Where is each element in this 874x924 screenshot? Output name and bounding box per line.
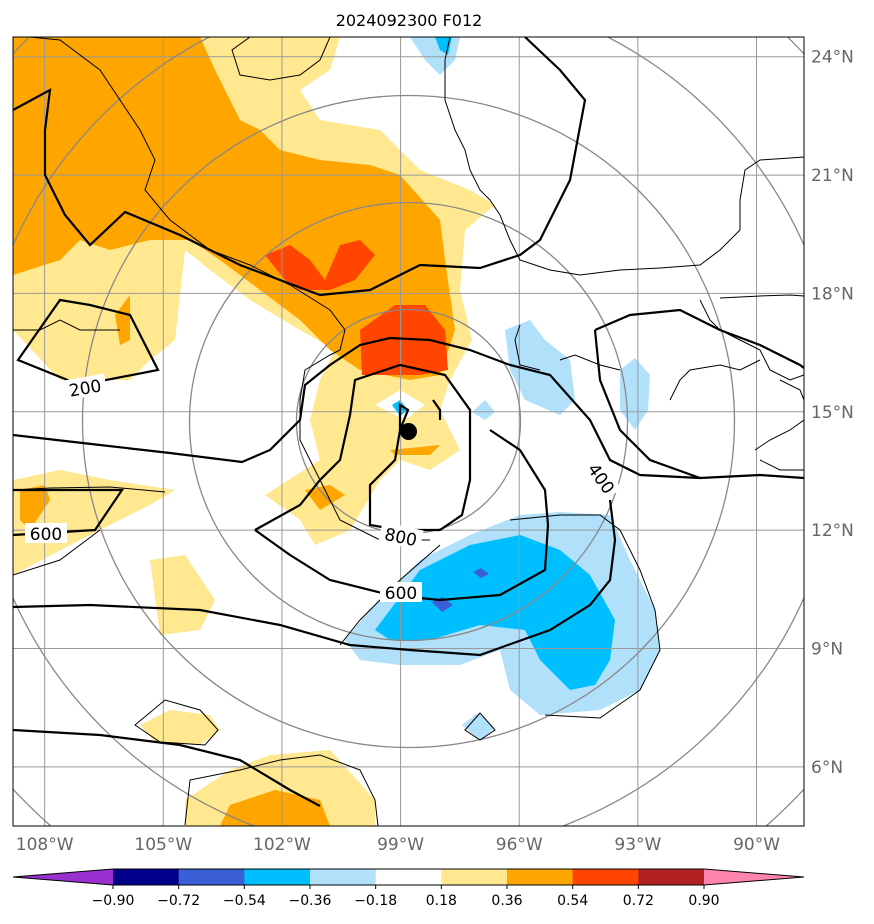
- lat-tick-label: 9°N: [811, 639, 843, 659]
- lon-tick-label: 99°W: [377, 835, 424, 855]
- colorbar-segment: [441, 869, 508, 885]
- latitude-labels: 24°N 21°N 18°N 15°N 12°N 9°N 6°N: [811, 48, 854, 778]
- colorbar-label: 0.72: [623, 893, 654, 909]
- lon-tick-label: 108°W: [16, 835, 74, 855]
- colorbar-segment: [178, 869, 245, 885]
- lon-tick-label: 96°W: [496, 835, 543, 855]
- lat-tick-label: 15°N: [811, 403, 854, 423]
- longitude-labels: 108°W 105°W 102°W 99°W 96°W 93°W 90°W: [16, 835, 780, 855]
- colorbar-label: 0.90: [688, 893, 719, 909]
- colorbar-label: 0.54: [557, 893, 588, 909]
- colorbar-label: −0.36: [289, 893, 332, 909]
- range-ring: [81, 94, 736, 749]
- lat-tick-label: 12°N: [811, 521, 854, 541]
- shading-pos-high: [265, 240, 448, 375]
- colorbar-label: −0.72: [157, 893, 200, 909]
- map-title: 2024092300 F012: [336, 11, 483, 30]
- lon-tick-label: 102°W: [253, 835, 311, 855]
- colorbar-segment: [638, 869, 705, 885]
- contour-label-600-left: 600: [30, 525, 62, 545]
- colorbar-label: 0.36: [491, 893, 522, 909]
- colorbar-segment: [507, 869, 574, 885]
- lat-tick-label: 24°N: [811, 48, 854, 68]
- colorbar-segment: [572, 869, 639, 885]
- colorbar-segment: [310, 869, 377, 885]
- map-frame: [12, 36, 805, 827]
- colorbar-label: −0.54: [223, 893, 266, 909]
- storm-center-marker: [400, 423, 417, 440]
- colorbar: −0.90 −0.72 −0.54 −0.36 −0.18 0.18 0.36 0.54 0.7…: [12, 868, 805, 909]
- colorbar-extend-min: [13, 869, 113, 885]
- lon-tick-label: 90°W: [733, 835, 780, 855]
- lat-tick-label: 21°N: [811, 166, 854, 186]
- colorbar-extend-max: [704, 869, 804, 885]
- height-contours: [13, 37, 804, 807]
- lat-tick-label: 6°N: [811, 758, 843, 778]
- colorbar-segment: [244, 869, 311, 885]
- range-ring: [188, 201, 629, 642]
- colorbar-label: −0.90: [92, 893, 135, 909]
- gridlines: [13, 37, 804, 826]
- lon-tick-label: 105°W: [134, 835, 192, 855]
- contour-label-600-cut: 600: [0, 718, 13, 738]
- colorbar-label: 0.18: [426, 893, 457, 909]
- colorbar-segment: [375, 869, 442, 885]
- lon-tick-label: 93°W: [614, 835, 661, 855]
- colorbar-label: −0.18: [354, 893, 397, 909]
- lat-tick-label: 18°N: [811, 284, 854, 304]
- shading-pos-mid: [13, 37, 455, 826]
- contour-label-600-center: 600: [385, 584, 417, 604]
- colorbar-segment: [113, 869, 180, 885]
